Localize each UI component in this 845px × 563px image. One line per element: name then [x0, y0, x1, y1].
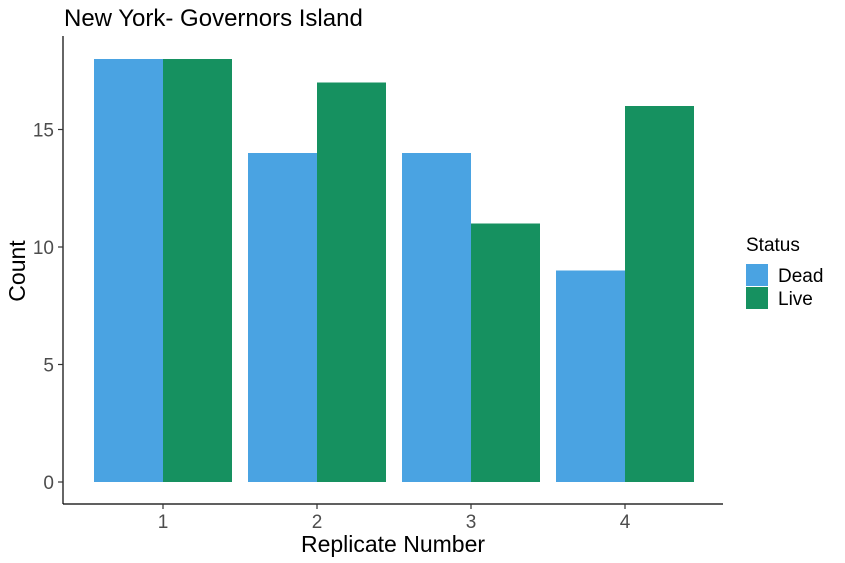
legend-label-live: Live [778, 289, 813, 310]
bar-dead-1 [94, 59, 163, 482]
y-tick-label: 0 [43, 473, 54, 494]
bar-live-2 [317, 82, 386, 482]
x-axis-title: Replicate Number [301, 531, 485, 557]
bar-live-1 [163, 59, 232, 482]
x-tick-label: 2 [312, 512, 323, 533]
legend-label-dead: Dead [778, 266, 823, 287]
x-tick-label: 3 [466, 512, 477, 533]
y-axis-title: Count [4, 240, 30, 302]
x-tick-label: 1 [158, 512, 169, 533]
bar-dead-3 [402, 153, 471, 482]
legend-swatch-live [746, 287, 768, 309]
y-tick-label: 15 [33, 121, 54, 142]
bar-live-4 [625, 106, 694, 482]
bar-live-3 [471, 223, 540, 482]
y-tick-label: 10 [33, 238, 54, 259]
chart-title: New York- Governors Island [64, 5, 363, 32]
bar-dead-4 [556, 270, 625, 482]
legend-title: Status [746, 235, 800, 256]
x-axis-ticks: 1 2 3 4 [158, 504, 631, 533]
y-tick-label: 5 [43, 356, 54, 377]
bar-dead-2 [248, 153, 317, 482]
y-axis-ticks: 0 5 10 15 [33, 121, 63, 494]
bars-group [94, 59, 694, 482]
x-tick-label: 4 [620, 512, 631, 533]
legend-swatch-dead [746, 264, 768, 286]
